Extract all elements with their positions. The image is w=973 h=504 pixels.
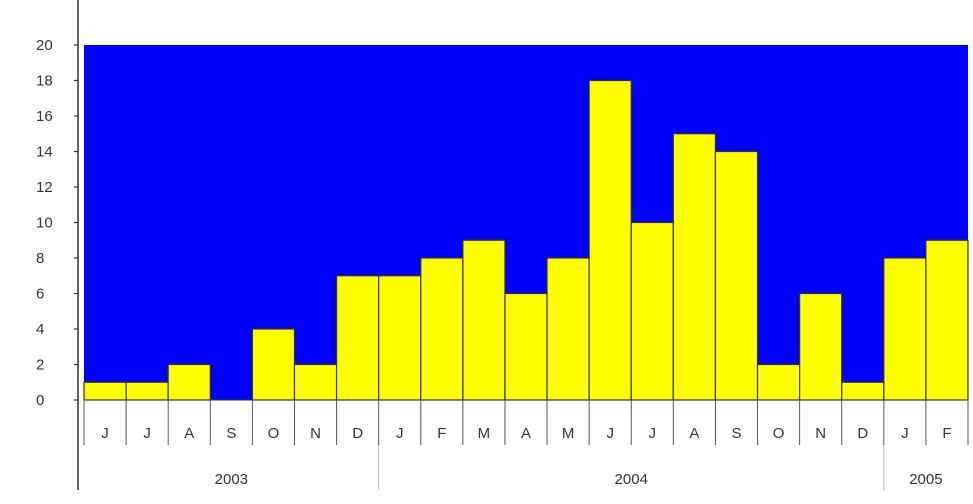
month-label: J (901, 425, 909, 442)
month-label: J (606, 425, 614, 442)
y-tick-label: 8 (36, 250, 44, 267)
month-label: A (689, 425, 699, 442)
month-label: D (857, 425, 868, 442)
month-label: F (437, 425, 446, 442)
y-tick-label: 14 (36, 144, 53, 161)
month-label: F (942, 425, 951, 442)
y-tick-label: 10 (36, 215, 53, 232)
bar-14 (672, 133, 717, 401)
month-label: S (226, 425, 236, 442)
y-tick-label: 2 (36, 357, 44, 374)
month-label: J (396, 425, 404, 442)
month-label: M (562, 425, 575, 442)
y-tick-label: 4 (36, 321, 44, 338)
month-label: O (773, 425, 785, 442)
month-label: O (268, 425, 280, 442)
month-label: D (352, 425, 363, 442)
y-tick-label: 20 (36, 37, 53, 54)
month-label: M (478, 425, 491, 442)
bars-group (83, 79, 969, 401)
bar-9 (462, 239, 506, 401)
bar-8 (420, 257, 464, 401)
month-label: A (521, 425, 531, 442)
month-label: N (815, 425, 826, 442)
y-tick-label: 0 (36, 392, 44, 409)
bar-15 (714, 150, 759, 401)
x-axis: J J A S O N D J F M A M J J A S O N D J F 2003 2004 2005 (83, 399, 969, 490)
month-label: S (731, 425, 741, 442)
year-label-2005: 2005 (909, 471, 942, 488)
bar-5 (293, 363, 338, 401)
y-axis: 0 2 4 6 8 10 12 14 16 18 20 (36, 0, 79, 490)
bar-19 (883, 257, 927, 401)
bar-4 (251, 328, 296, 401)
bar-13 (630, 221, 674, 401)
bar-12 (588, 79, 632, 401)
bar-18 (841, 381, 885, 401)
month-label: N (310, 425, 321, 442)
bar-10 (504, 292, 548, 401)
bar-20 (925, 239, 969, 401)
y-tick-label: 16 (36, 108, 53, 125)
y-tick-label: 12 (36, 179, 53, 196)
y-tick-label: 6 (36, 286, 44, 303)
bar-6 (335, 275, 380, 401)
bar-2 (167, 363, 211, 401)
bar-7 (378, 275, 422, 401)
month-label: J (143, 425, 151, 442)
month-label: J (649, 425, 657, 442)
bar-11 (546, 257, 590, 401)
year-label-2003: 2003 (215, 471, 248, 488)
month-label: A (184, 425, 194, 442)
month-label: J (101, 425, 109, 442)
bar-0 (83, 381, 127, 401)
bar-16 (756, 363, 801, 401)
bar-17 (799, 292, 843, 401)
bar-1 (125, 381, 169, 401)
year-label-2004: 2004 (615, 471, 648, 488)
y-tick-label: 18 (36, 73, 53, 90)
